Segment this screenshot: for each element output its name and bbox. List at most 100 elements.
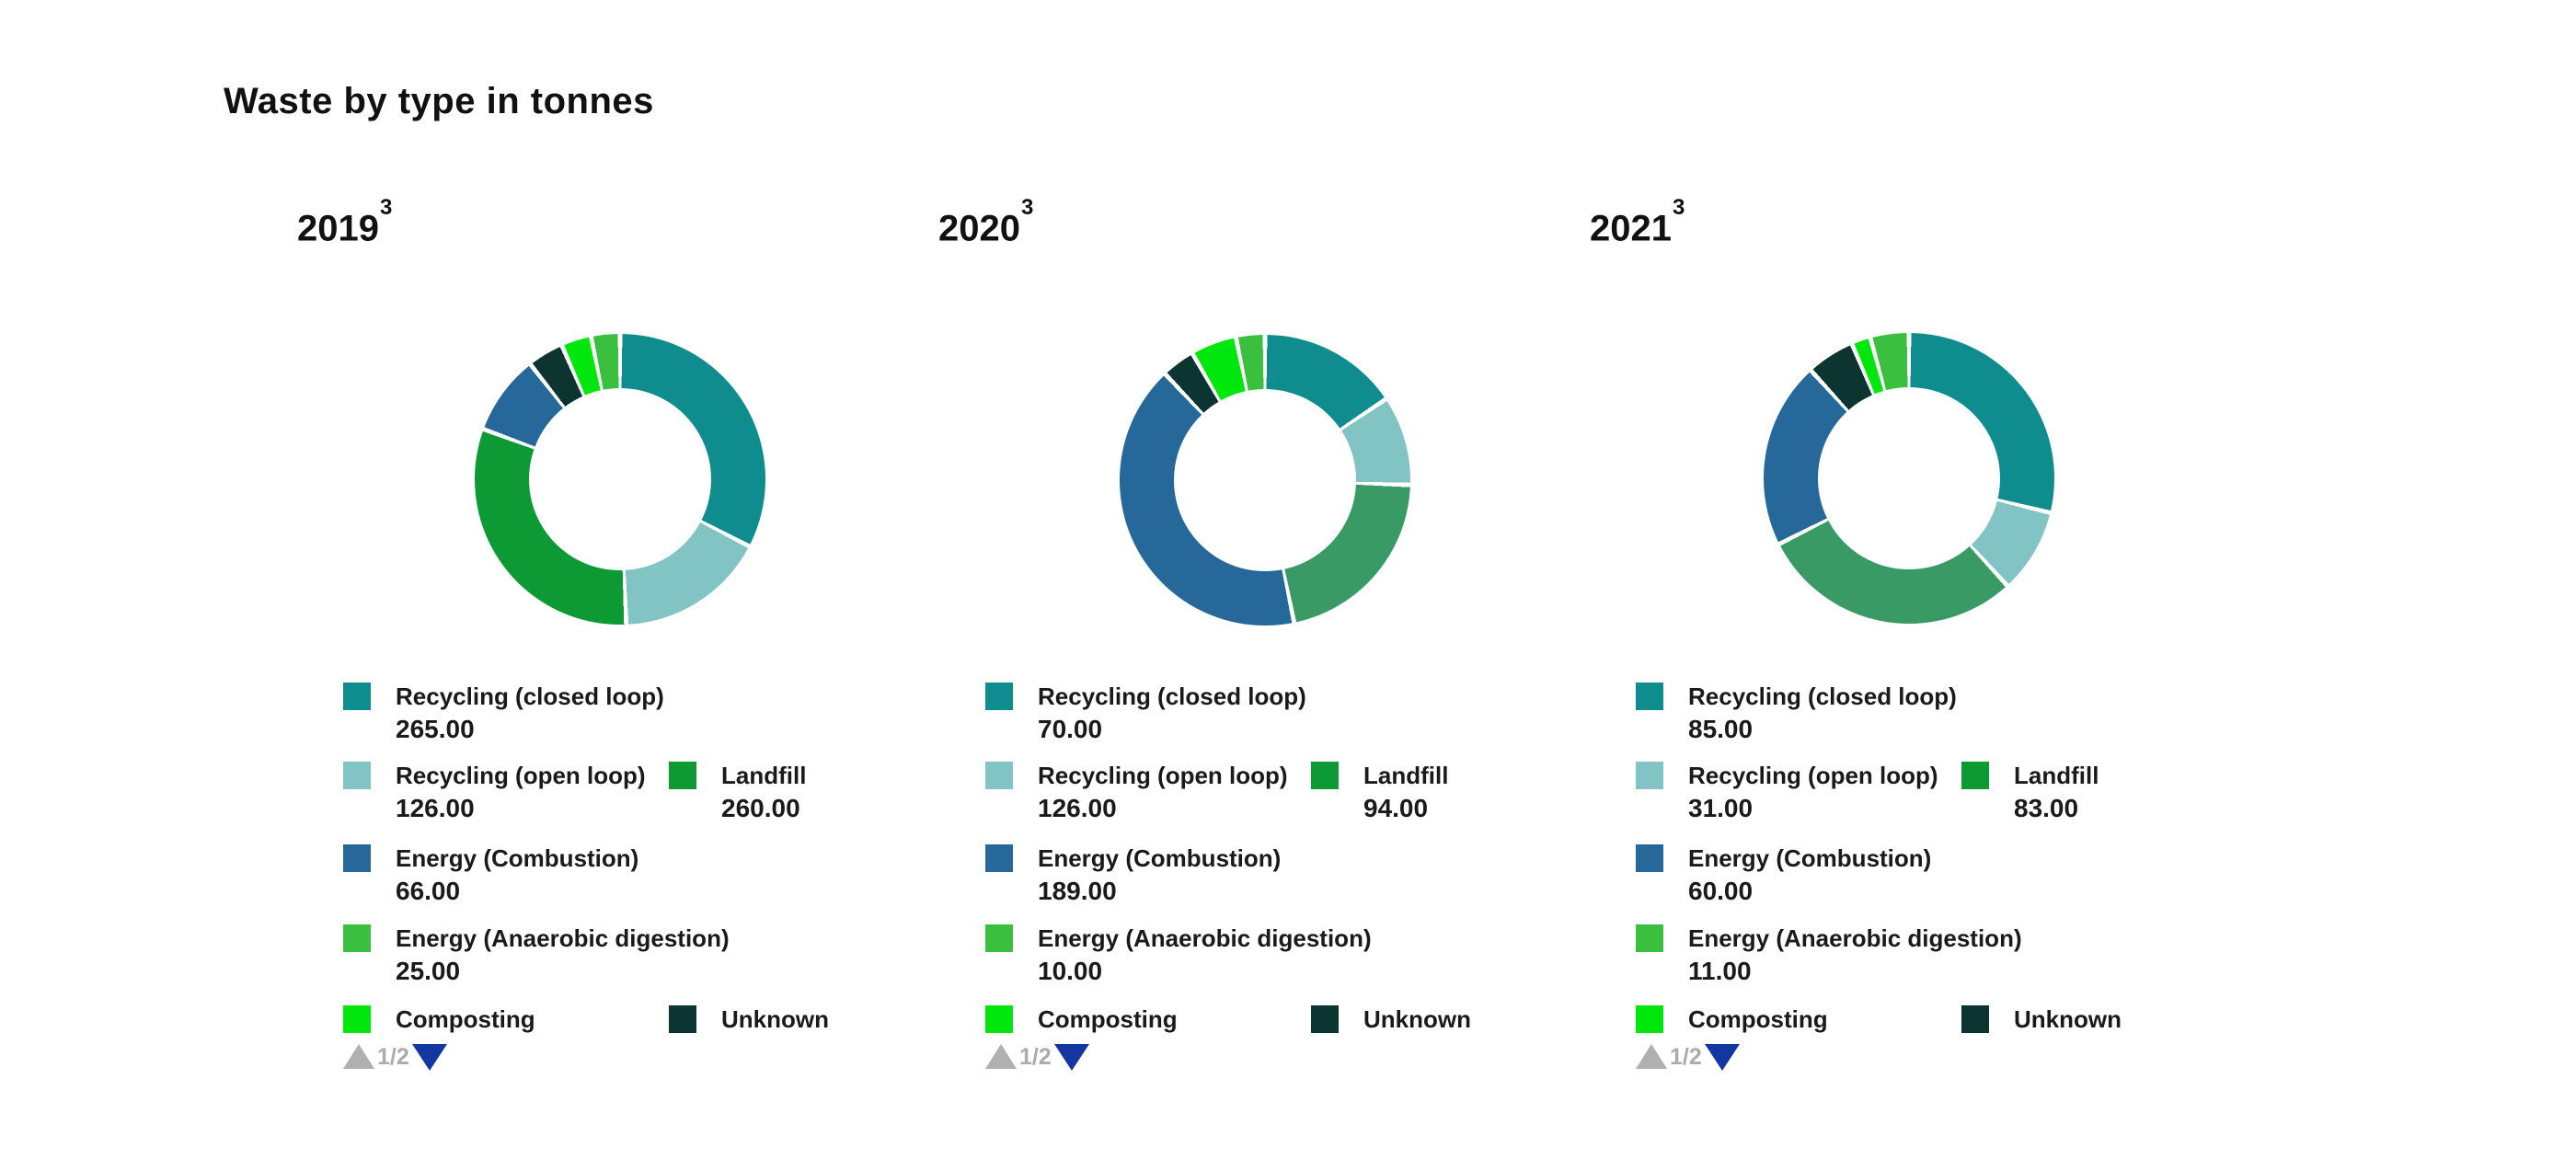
legend-item-landfill: Landfill 83.00 (1961, 762, 2099, 822)
year-heading-2020: 20203 (938, 195, 1034, 249)
legend-label: Landfill (2014, 762, 2099, 789)
legend-item-recycling-open-loop: Recycling (open loop) 31.00 (1636, 762, 2225, 822)
legend-item-unknown: Unknown (1311, 1005, 1471, 1039)
legend-pager: 1/2 (985, 1043, 1089, 1071)
legend-item-recycling-closed-loop: Recycling (closed loop) 85.00 (1636, 683, 2225, 743)
energy-anaerobic-digestion-swatch-icon (343, 924, 371, 952)
legend-item-landfill: Landfill 94.00 (1311, 762, 1448, 822)
legend-value: 83.00 (2014, 794, 2079, 822)
legend-pager: 1/2 (343, 1043, 447, 1071)
donut-chart-2021 (1764, 333, 2054, 624)
legend-label: Composting (1038, 1005, 1178, 1033)
legend-label: Recycling (open loop) (1688, 762, 1938, 789)
legend-item-energy-anaerobic-digestion: Energy (Anaerobic digestion) 25.00 (343, 924, 932, 985)
legend-label: Recycling (open loop) (1038, 762, 1288, 789)
energy-anaerobic-digestion-swatch-icon (985, 924, 1013, 952)
footnote-marker: 3 (379, 195, 393, 220)
energy-combustion-swatch-icon (985, 844, 1013, 872)
legend-label: Recycling (open loop) (396, 762, 646, 789)
legend-item-recycling-open-loop: Recycling (open loop) 126.00 (343, 762, 932, 822)
donut-chart-2019 (475, 334, 765, 625)
legend-item-unknown: Unknown (669, 1005, 829, 1039)
legend-value: 31.00 (1688, 794, 1754, 822)
legend-label: Unknown (1363, 1005, 1471, 1033)
legend-item-energy-combustion: Energy (Combustion) 189.00 (985, 844, 1574, 905)
legend-item-energy-anaerobic-digestion: Energy (Anaerobic digestion) 11.00 (1636, 924, 2225, 985)
legend-label: Energy (Anaerobic digestion) (1038, 924, 1372, 952)
donut-chart-2020 (1120, 335, 1410, 625)
recycling-open-loop-swatch-icon (985, 762, 1013, 789)
recycling-closed-loop-swatch-icon (985, 683, 1013, 710)
legend-label: Unknown (721, 1005, 829, 1033)
legend-item-unknown: Unknown (1961, 1005, 2122, 1039)
legend-label: Recycling (closed loop) (396, 683, 664, 710)
legend-label: Energy (Anaerobic digestion) (1688, 924, 2022, 952)
legend-value: 66.00 (396, 877, 461, 905)
legend-pager: 1/2 (1636, 1043, 1740, 1071)
year-heading-2021: 20213 (1590, 195, 1685, 249)
composting-swatch-icon (985, 1005, 1013, 1033)
pager-page-indicator: 1/2 (377, 1044, 409, 1070)
energy-combustion-swatch-icon (343, 844, 371, 872)
recycling-closed-loop-swatch-icon (343, 683, 371, 710)
pager-down-icon[interactable] (1053, 1044, 1089, 1071)
page-title: Waste by type in tonnes (224, 81, 654, 121)
unknown-swatch-icon (669, 1005, 696, 1033)
legend-item-composting: Composting (1636, 1005, 2225, 1039)
legend-label: Landfill (721, 762, 807, 789)
legend-value: 85.00 (1688, 715, 1754, 743)
legend-item-recycling-open-loop: Recycling (open loop) 126.00 (985, 762, 1574, 822)
legend-value: 265.00 (396, 715, 475, 743)
legend-value: 10.00 (1038, 957, 1103, 985)
landfill-swatch-icon (1311, 762, 1339, 789)
composting-swatch-icon (1636, 1005, 1663, 1033)
unknown-swatch-icon (1311, 1005, 1339, 1033)
pager-up-icon[interactable] (1636, 1044, 1667, 1069)
pager-up-icon[interactable] (343, 1044, 374, 1069)
year-heading-2019: 20193 (297, 195, 393, 249)
legend-value: 60.00 (1688, 877, 1754, 905)
pager-down-icon[interactable] (411, 1044, 447, 1071)
recycling-open-loop-swatch-icon (343, 762, 371, 789)
energy-combustion-swatch-icon (1636, 844, 1663, 872)
legend-item-energy-anaerobic-digestion: Energy (Anaerobic digestion) 10.00 (985, 924, 1574, 985)
legend-item-recycling-closed-loop: Recycling (closed loop) 70.00 (985, 683, 1574, 743)
legend-item-energy-combustion: Energy (Combustion) 60.00 (1636, 844, 2225, 905)
legend-value: 126.00 (1038, 794, 1117, 822)
legend-label: Energy (Anaerobic digestion) (396, 924, 730, 952)
legend-item-energy-combustion: Energy (Combustion) 66.00 (343, 844, 932, 905)
legend-value: 260.00 (721, 794, 800, 822)
legend-item-composting: Composting (343, 1005, 932, 1039)
legend-label: Landfill (1363, 762, 1449, 789)
legend-value: 11.00 (1688, 957, 1752, 985)
legend-label: Composting (1688, 1005, 1828, 1033)
legend-label: Energy (Combustion) (1038, 844, 1282, 872)
legend-label: Unknown (2014, 1005, 2122, 1033)
pager-down-icon[interactable] (1704, 1044, 1740, 1071)
legend-value: 70.00 (1038, 715, 1103, 743)
legend-label: Recycling (closed loop) (1688, 683, 1957, 710)
pager-page-indicator: 1/2 (1670, 1044, 1702, 1070)
legend-label: Energy (Combustion) (396, 844, 639, 872)
composting-swatch-icon (343, 1005, 371, 1033)
legend-value: 189.00 (1038, 877, 1117, 905)
footnote-marker: 3 (1672, 195, 1685, 220)
legend-value: 94.00 (1363, 794, 1429, 822)
recycling-closed-loop-swatch-icon (1636, 683, 1663, 710)
legend-label: Composting (396, 1005, 535, 1033)
legend-item-landfill: Landfill 260.00 (669, 762, 806, 822)
energy-anaerobic-digestion-swatch-icon (1636, 924, 1663, 952)
landfill-swatch-icon (1961, 762, 1989, 789)
recycling-open-loop-swatch-icon (1636, 762, 1663, 789)
legend-label: Recycling (closed loop) (1038, 683, 1306, 710)
pager-up-icon[interactable] (985, 1044, 1017, 1069)
legend-label: Energy (Combustion) (1688, 844, 1932, 872)
landfill-swatch-icon (669, 762, 696, 789)
legend-value: 126.00 (396, 794, 475, 822)
legend-value: 25.00 (396, 957, 461, 985)
footnote-marker: 3 (1020, 195, 1034, 220)
pager-page-indicator: 1/2 (1019, 1044, 1052, 1070)
unknown-swatch-icon (1961, 1005, 1989, 1033)
legend-item-recycling-closed-loop: Recycling (closed loop) 265.00 (343, 683, 932, 743)
legend-item-composting: Composting (985, 1005, 1574, 1039)
